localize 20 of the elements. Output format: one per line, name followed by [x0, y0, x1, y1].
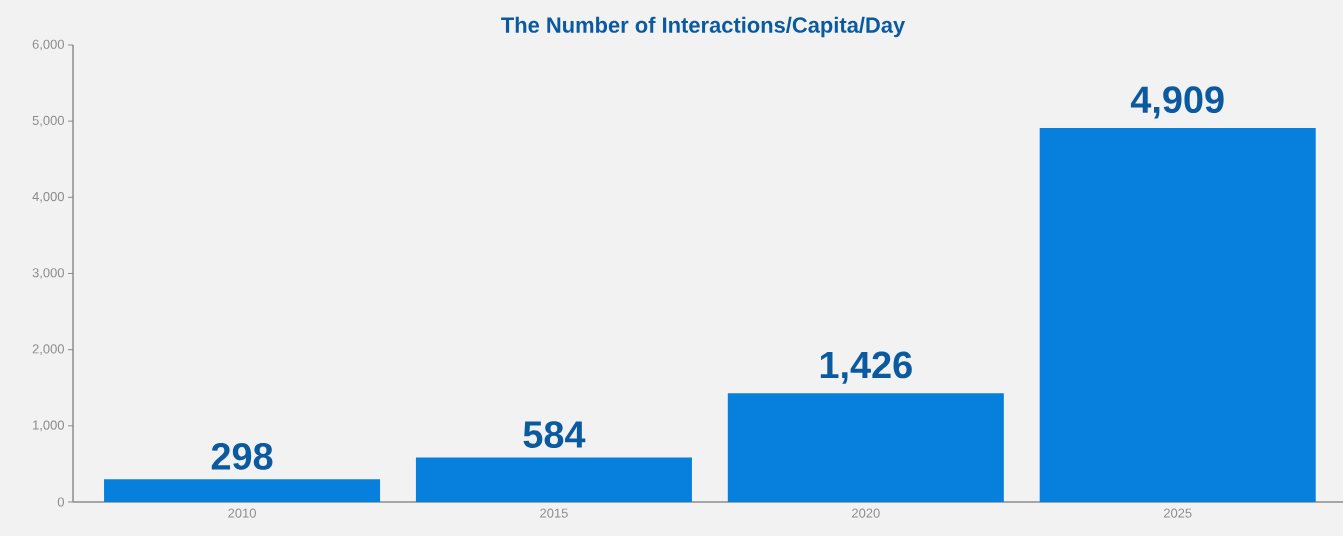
y-tick-label: 2,000: [32, 344, 64, 355]
chart-title: The Number of Interactions/Capita/Day: [501, 16, 906, 38]
data-label: 584: [523, 421, 586, 448]
bar: [415, 457, 692, 502]
y-tick-label: 5,000: [32, 115, 64, 127]
x-tick-label: 2020: [852, 508, 880, 518]
y-tick-label: 1,000: [33, 420, 64, 432]
x-tick-label: 2010: [228, 508, 256, 518]
bar: [104, 479, 381, 502]
bar: [727, 393, 1004, 502]
x-tick-label: 2025: [1163, 508, 1192, 518]
data-label: 1,426: [820, 351, 912, 384]
y-tick-label: 0: [57, 497, 64, 507]
data-label: 298: [211, 442, 273, 470]
y-tick-label: 4,000: [32, 191, 64, 203]
y-tick-label: 6,000: [32, 39, 64, 51]
bar: [1039, 128, 1316, 502]
x-tick-label: 2015: [540, 508, 568, 518]
data-label: 4,909: [1130, 86, 1224, 119]
y-tick-label: 3,000: [32, 268, 64, 279]
